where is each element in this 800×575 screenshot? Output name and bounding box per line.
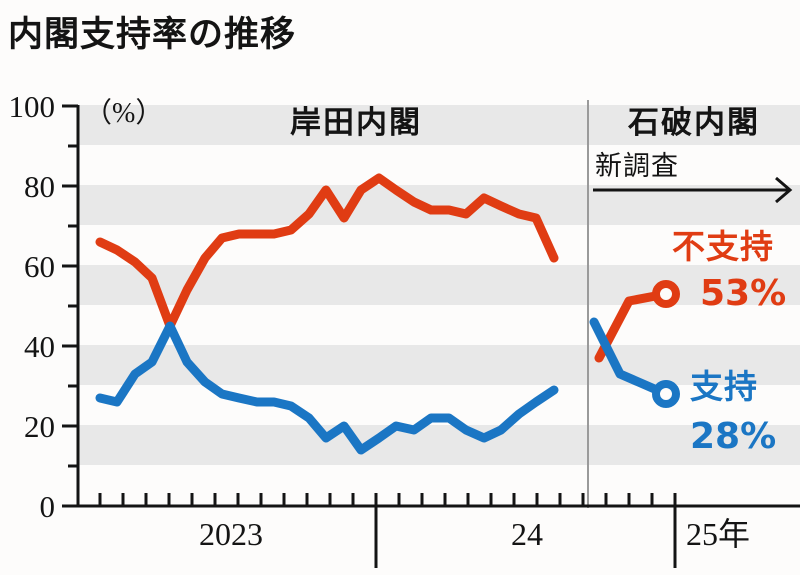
x-label-2023: 2023 <box>199 516 263 552</box>
series-support-kishida <box>95 321 559 455</box>
y-major-ticks <box>62 104 78 508</box>
x-label-24: 24 <box>511 516 543 552</box>
y-tick-100: 100 <box>9 89 56 124</box>
cabinet-label-ishiba: 石破内閣 <box>627 105 760 141</box>
y-tick-60: 60 <box>24 249 55 284</box>
series-support-marker <box>652 380 680 408</box>
y-tick-0: 0 <box>40 489 56 524</box>
year-dividers <box>374 493 677 568</box>
series-support-ishiba <box>589 317 671 399</box>
y-tick-20: 20 <box>24 409 55 444</box>
new-survey-label: 新調査 <box>595 151 679 181</box>
y-axis-unit-label: （%） <box>84 97 163 129</box>
arrow-right-icon <box>593 176 793 204</box>
cabinet-label-kishida: 岸田内閣 <box>290 105 422 141</box>
x-label-25: 25年 <box>686 516 750 552</box>
series-oppose-kishida <box>95 173 559 331</box>
page-title: 内閣支持率の推移 <box>8 15 297 55</box>
legend-value-oppose: 53% <box>700 273 786 314</box>
legend-label-support: 支持 <box>690 367 758 406</box>
y-tick-80: 80 <box>24 169 55 204</box>
series-oppose-marker <box>652 280 680 308</box>
legend-label-oppose: 不支持 <box>672 227 774 266</box>
x-ticks <box>98 493 654 506</box>
y-minor-ticks <box>68 144 78 468</box>
legend-value-support: 28% <box>690 416 776 457</box>
y-tick-40: 40 <box>24 329 55 364</box>
